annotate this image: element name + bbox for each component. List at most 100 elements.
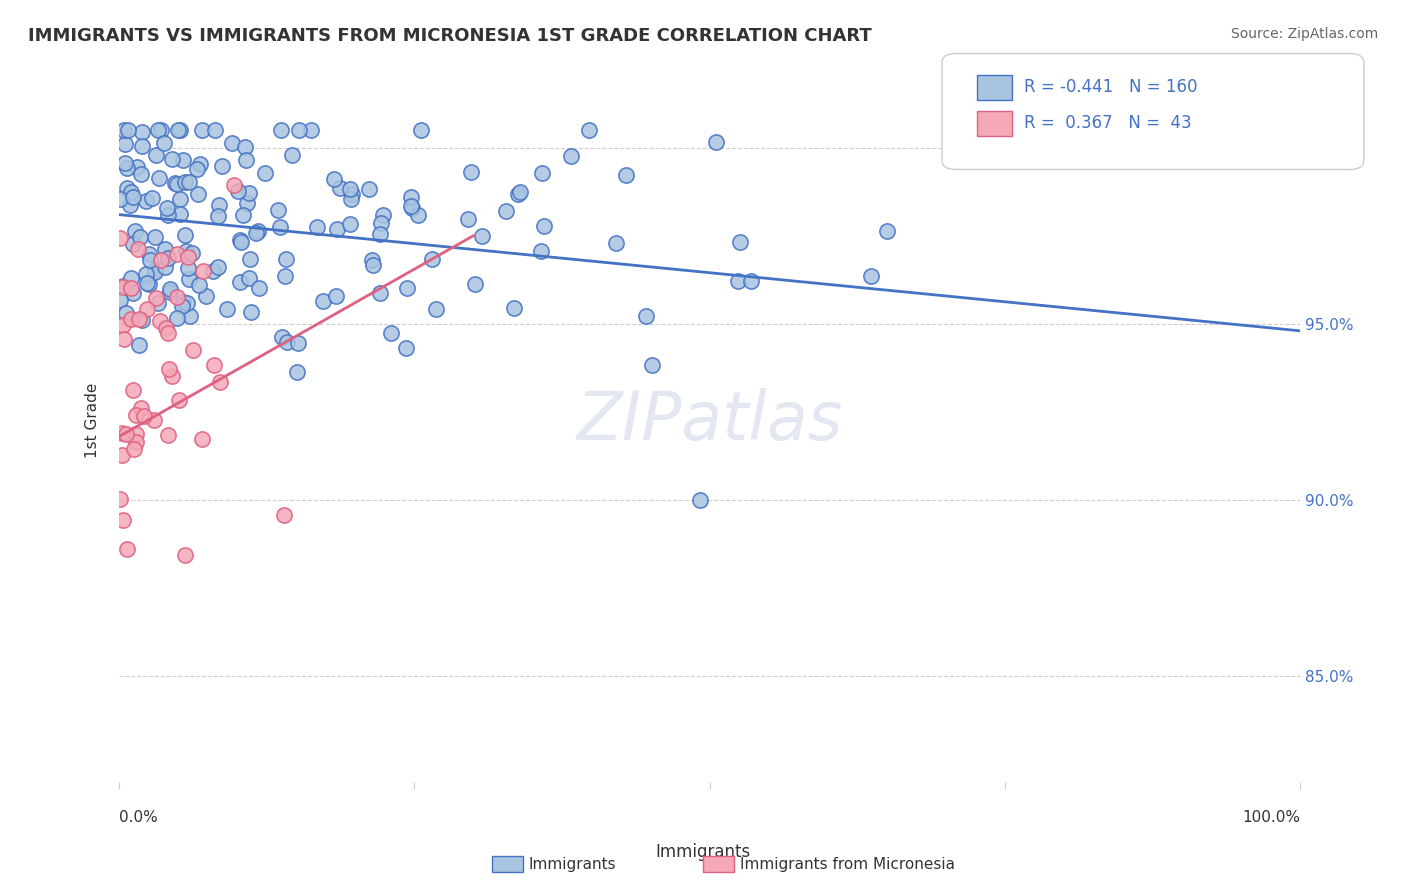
Point: [247, 281, 270, 295]
Point: [138, 277, 160, 291]
Point: [287, 336, 309, 351]
Point: [281, 148, 304, 162]
Point: [129, 401, 152, 415]
Point: [409, 123, 432, 137]
Point: [578, 123, 600, 137]
Text: R = -0.441   N = 160: R = -0.441 N = 160: [1024, 78, 1197, 96]
Point: [270, 330, 292, 344]
Point: [370, 227, 392, 242]
Point: [114, 305, 136, 319]
Point: [111, 513, 134, 527]
Point: [228, 233, 250, 247]
Point: [191, 263, 214, 277]
Point: [506, 187, 529, 202]
Point: [560, 149, 582, 163]
Point: [125, 427, 148, 442]
Point: [457, 211, 479, 226]
Point: [159, 282, 181, 296]
Point: [150, 252, 173, 267]
Point: [143, 413, 166, 427]
Point: [165, 176, 187, 190]
Point: [401, 201, 423, 215]
Point: [110, 293, 132, 307]
Point: [235, 153, 257, 167]
Point: [339, 218, 361, 232]
Text: R =  0.367   N =  43: R = 0.367 N = 43: [1024, 114, 1191, 132]
Point: [177, 271, 200, 285]
Point: [191, 123, 214, 137]
Point: [425, 301, 447, 316]
Point: [120, 271, 142, 285]
Point: [323, 172, 346, 186]
Point: [139, 253, 162, 268]
Point: [186, 161, 208, 176]
Point: [464, 277, 486, 291]
Point: [704, 135, 727, 149]
Point: [124, 408, 146, 422]
Point: [115, 426, 138, 441]
Point: [135, 194, 157, 208]
Point: [111, 279, 134, 293]
Point: [114, 136, 136, 151]
Point: [396, 281, 419, 295]
Point: [207, 260, 229, 275]
Point: [121, 236, 143, 251]
Point: [174, 244, 197, 259]
Point: [128, 229, 150, 244]
Y-axis label: 1st Grade: 1st Grade: [86, 383, 100, 458]
Point: [305, 219, 328, 234]
Point: [530, 244, 553, 258]
Point: [143, 230, 166, 244]
Point: [108, 231, 131, 245]
Point: [136, 301, 159, 316]
Point: [117, 180, 139, 194]
Point: [233, 140, 256, 154]
Point: [110, 425, 132, 440]
Point: [270, 123, 292, 137]
Point: [229, 235, 252, 249]
Point: [740, 274, 762, 288]
Point: [207, 209, 229, 223]
Point: [125, 435, 148, 450]
Point: [533, 219, 555, 234]
Point: [876, 224, 898, 238]
Point: [153, 242, 176, 256]
Point: [157, 361, 180, 376]
Text: IMMIGRANTS VS IMMIGRANTS FROM MICRONESIA 1ST GRADE CORRELATION CHART: IMMIGRANTS VS IMMIGRANTS FROM MICRONESIA…: [28, 27, 872, 45]
Point: [111, 279, 134, 293]
Point: [122, 442, 145, 456]
Point: [509, 185, 531, 199]
Point: [273, 508, 295, 522]
Point: [112, 332, 135, 346]
Point: [202, 358, 225, 372]
Point: [118, 198, 141, 212]
Point: [127, 160, 149, 174]
Point: [169, 192, 191, 206]
Point: [128, 312, 150, 326]
Point: [138, 247, 160, 261]
Point: [420, 252, 443, 267]
Point: [160, 152, 183, 166]
Point: [342, 187, 364, 202]
Point: [129, 167, 152, 181]
Point: [177, 175, 200, 189]
Point: [326, 222, 349, 236]
Point: [361, 252, 384, 267]
Point: [172, 153, 194, 168]
Point: [204, 123, 226, 137]
Point: [177, 261, 200, 276]
Text: Immigrants: Immigrants: [529, 857, 616, 871]
Text: 100.0%: 100.0%: [1241, 810, 1301, 825]
Point: [174, 548, 197, 562]
Point: [634, 310, 657, 324]
Point: [108, 192, 131, 206]
Point: [188, 277, 211, 292]
Point: [135, 267, 157, 281]
Point: [122, 190, 145, 204]
Point: [149, 314, 172, 328]
Point: [172, 299, 194, 313]
Point: [614, 168, 637, 182]
Point: [174, 228, 197, 243]
Point: [226, 184, 249, 198]
Point: [325, 289, 347, 303]
